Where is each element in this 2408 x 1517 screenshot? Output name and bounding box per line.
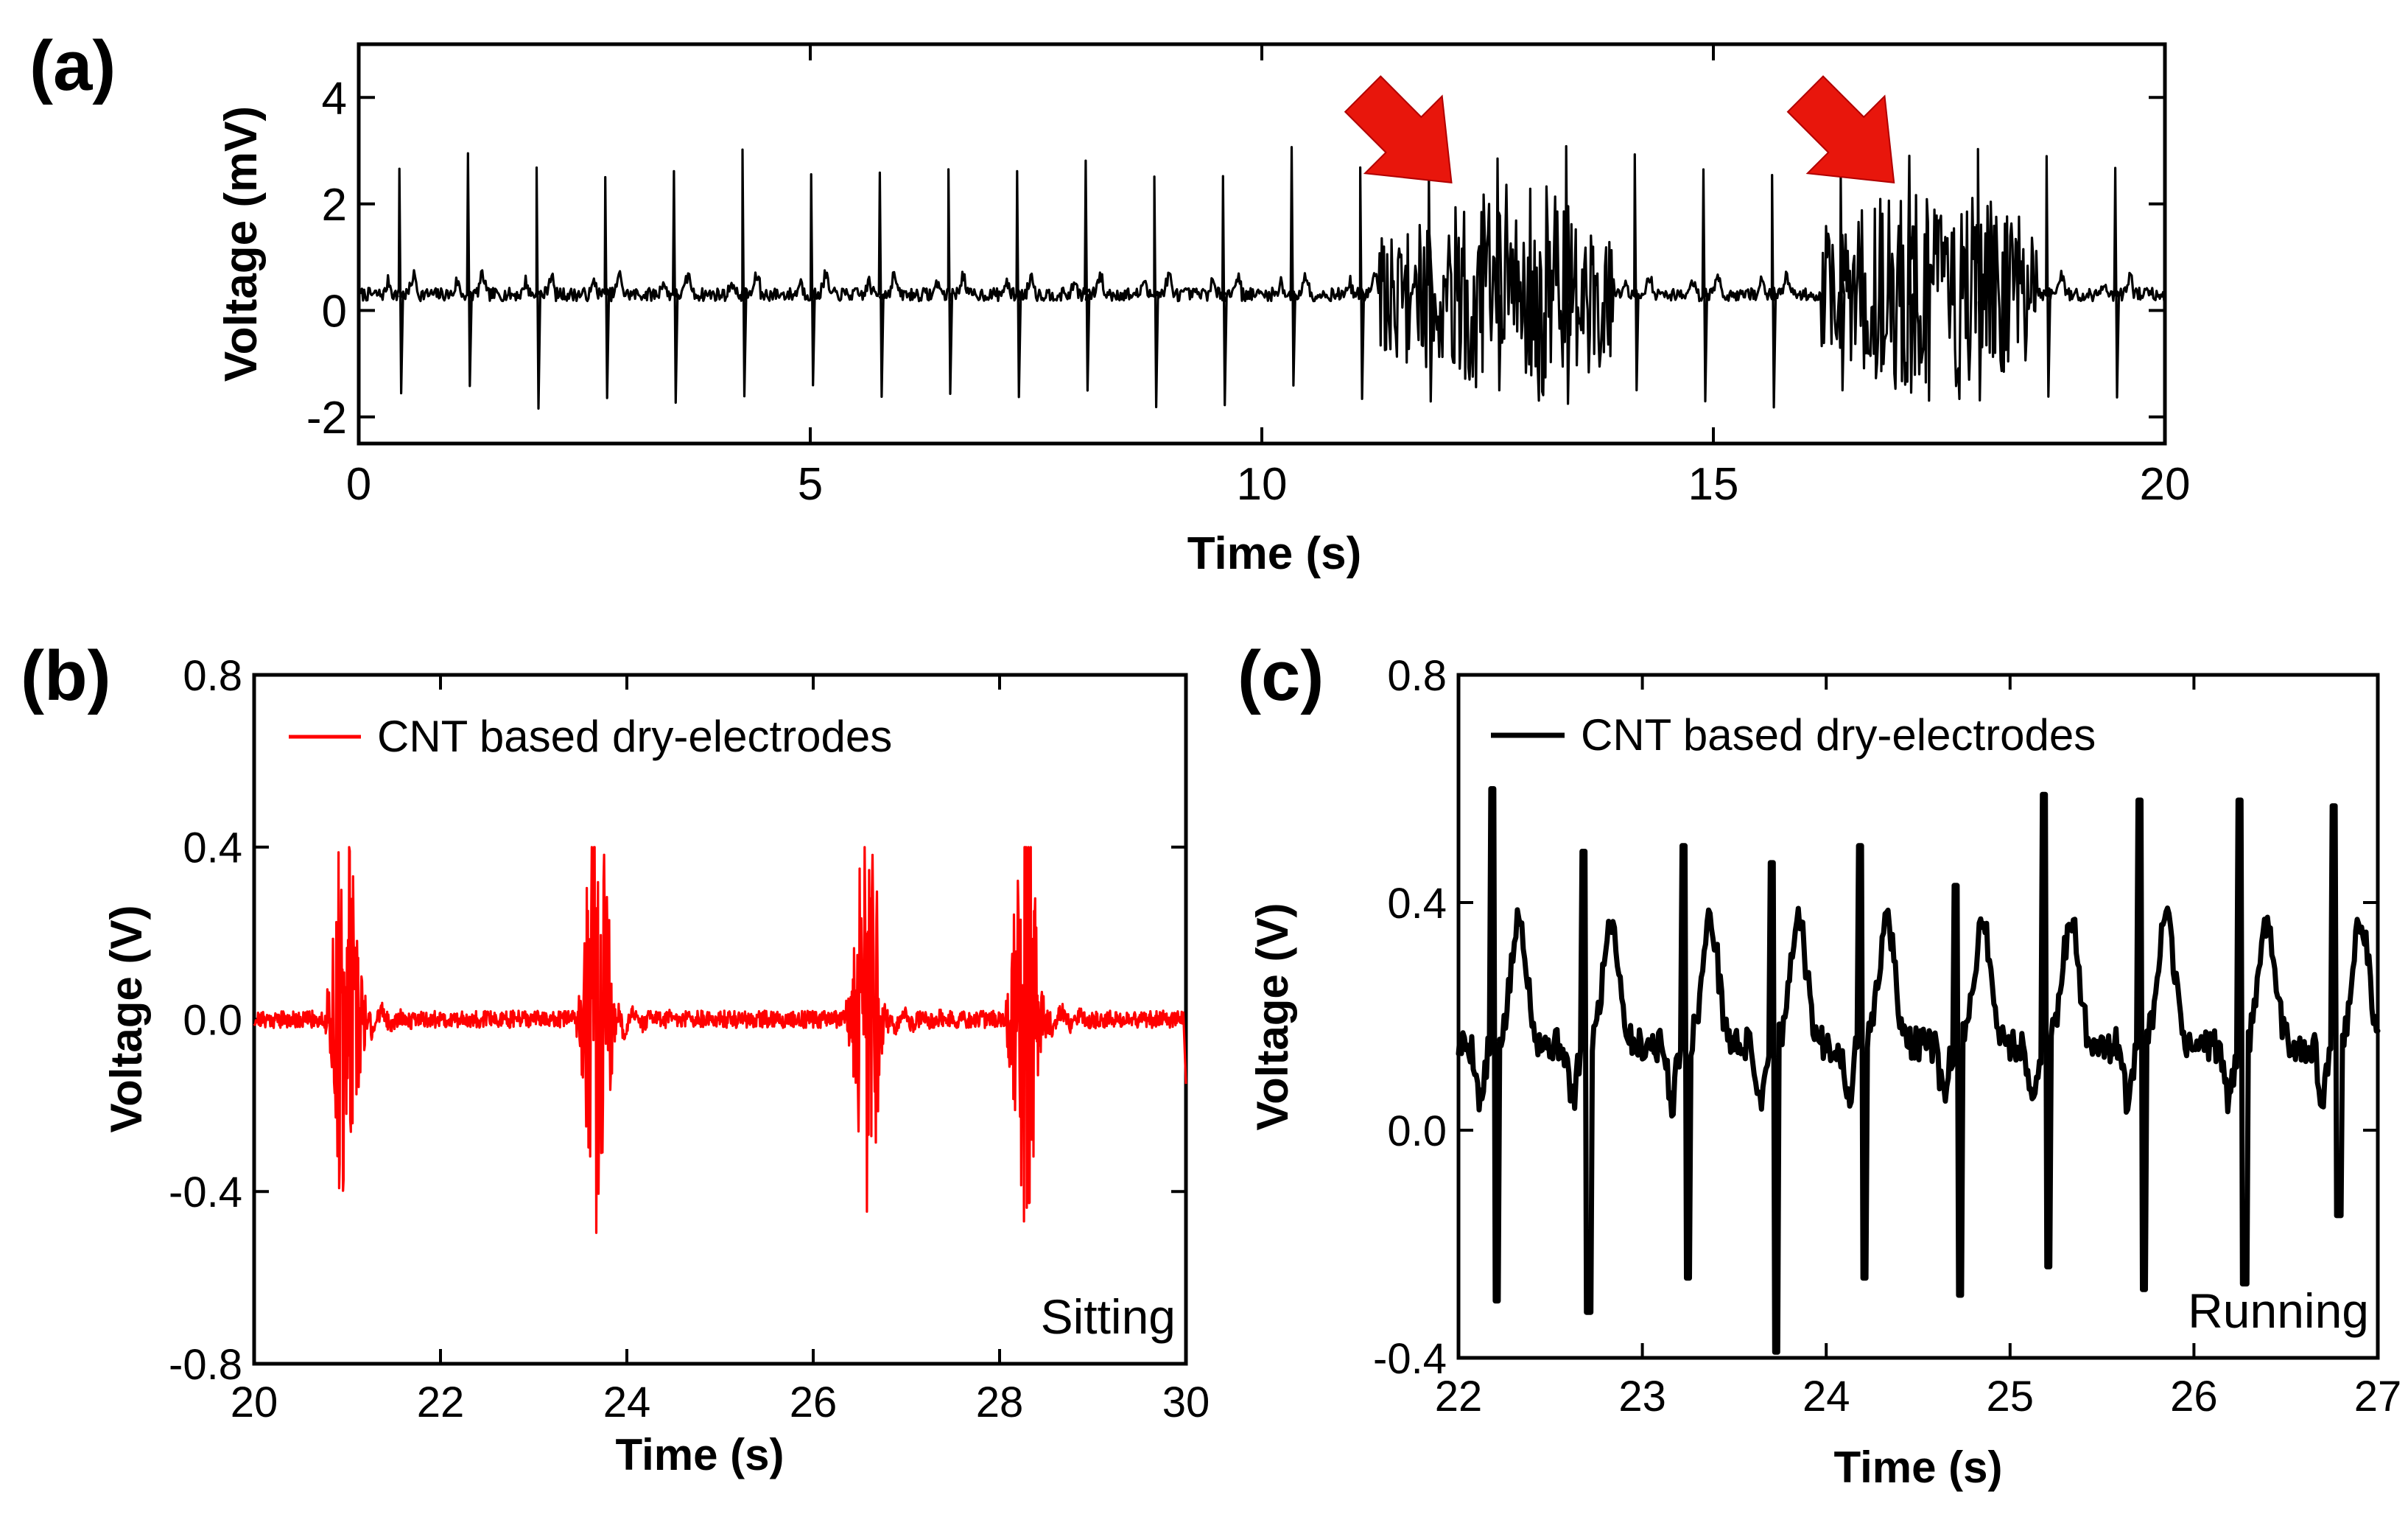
chart-c-ytick-label: 0.0: [1387, 1107, 1447, 1155]
chart-a-ytick-label: 4: [322, 74, 347, 125]
chart-a-arrow-1: [1344, 75, 1453, 184]
chart-b-xtick-label: 30: [1162, 1378, 1210, 1426]
chart-b-ylabel: Voltage (V): [102, 905, 151, 1133]
chart-a: 0 5 10 15 20 -2 0 2 4 Time (s) Voltage (mV): [216, 42, 2191, 579]
chart-a-ytick-label: 0: [322, 287, 347, 337]
panel-label-c: (c): [1238, 637, 1324, 715]
chart-b-ytick-label: -0.8: [169, 1341, 242, 1389]
chart-a-ticks: 0 5 10 15 20 -2 0 2 4: [306, 44, 2191, 510]
chart-c-series-line: [1456, 786, 2381, 1355]
chart-a-series-line: [357, 144, 2166, 410]
chart-c-xtick-label: 26: [2170, 1373, 2218, 1420]
chart-b-ticks: 20 22 24 26 28 30 -0.8 -0.4 0.0 0.4 0.8: [169, 652, 1210, 1426]
chart-a-ytick-label: -2: [306, 393, 347, 444]
chart-b-ytick-label: 0.0: [183, 996, 242, 1044]
chart-a-xlabel: Time (s): [1187, 528, 1362, 579]
chart-c-ytick-label: -0.4: [1373, 1335, 1447, 1383]
chart-b-xlabel: Time (s): [616, 1430, 784, 1479]
chart-c-ytick-label: 0.8: [1387, 652, 1447, 700]
chart-b-annotation: Sitting: [1041, 1289, 1176, 1344]
chart-b-ytick-label: -0.4: [169, 1169, 242, 1216]
chart-c-xtick-label: 24: [1803, 1373, 1850, 1420]
chart-a-xtick-label: 15: [1688, 459, 1739, 510]
chart-a-ylabel: Voltage (mV): [216, 106, 267, 382]
chart-c-xtick-label: 25: [1987, 1373, 2035, 1420]
chart-b-series-line: [253, 846, 1187, 1234]
chart-b-xtick-label: 26: [790, 1378, 838, 1426]
chart-c-frame: [1456, 673, 2380, 1360]
chart-a-annotations: [1344, 75, 1895, 184]
chart-a-xtick-label: 20: [2140, 459, 2191, 510]
chart-c-legend-label: CNT based dry-electrodes: [1581, 710, 2096, 760]
panel-label-a: (a): [29, 27, 116, 105]
chart-c-annotation: Running: [2188, 1283, 2369, 1338]
chart-b-ytick-label: 0.4: [183, 824, 242, 872]
chart-c-ticks: 22 23 24 25 26 27 -0.4 0.0 0.4 0.8: [1373, 652, 2401, 1420]
chart-b-xtick-label: 28: [976, 1378, 1024, 1426]
chart-c-xtick-label: 22: [1435, 1373, 1483, 1420]
chart-a-arrow-2: [1786, 75, 1895, 184]
chart-a-xtick-label: 5: [798, 459, 823, 510]
chart-a-xtick-label: 0: [346, 459, 371, 510]
chart-b-xtick-label: 22: [417, 1378, 465, 1426]
chart-b: 20 22 24 26 28 30 -0.8 -0.4 0.0 0.4 0.8 CNT based …: [102, 652, 1210, 1479]
chart-b-xtick-label: 24: [603, 1378, 651, 1426]
chart-c-ylabel: Voltage (V): [1248, 903, 1297, 1131]
panel-label-b: (b): [21, 637, 111, 715]
chart-a-ytick-label: 2: [322, 180, 347, 231]
chart-c: 22 23 24 25 26 27 -0.4 0.0 0.4 0.8 CNT based dry-…: [1248, 652, 2401, 1492]
chart-c-xtick-label: 23: [1618, 1373, 1666, 1420]
chart-b-ytick-label: 0.8: [183, 652, 242, 700]
chart-c-xtick-label: 27: [2354, 1373, 2402, 1420]
chart-a-xtick-label: 10: [1237, 459, 1288, 510]
chart-c-ytick-label: 0.4: [1387, 880, 1447, 928]
chart-b-legend-label: CNT based dry-electrodes: [377, 712, 892, 761]
chart-c-xlabel: Time (s): [1834, 1443, 2003, 1492]
chart-b-xtick-label: 20: [231, 1378, 278, 1426]
